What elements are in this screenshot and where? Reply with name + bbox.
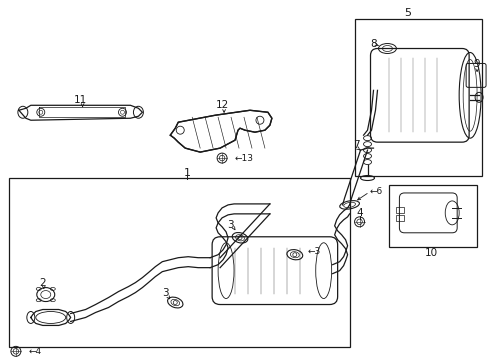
Text: 7: 7 — [352, 140, 359, 150]
Bar — [9, 178, 349, 347]
Text: ←3: ←3 — [307, 247, 320, 256]
Bar — [354, 19, 481, 176]
Bar — [396, 207, 404, 213]
Text: 2: 2 — [40, 278, 46, 288]
Text: 11: 11 — [74, 95, 87, 105]
Bar — [388, 185, 476, 247]
Text: 8: 8 — [369, 39, 376, 49]
Text: 12: 12 — [215, 100, 228, 110]
Text: 5: 5 — [403, 8, 410, 18]
Text: 9: 9 — [473, 59, 479, 69]
Text: 10: 10 — [424, 248, 437, 258]
Text: ←6: ←6 — [369, 188, 382, 197]
Text: ←13: ←13 — [235, 154, 254, 163]
Text: 3: 3 — [162, 288, 168, 298]
Text: 1: 1 — [183, 168, 190, 178]
Text: 3: 3 — [226, 220, 233, 230]
Text: 4: 4 — [356, 208, 362, 218]
Bar — [396, 215, 404, 221]
Text: ←4: ←4 — [29, 347, 42, 356]
